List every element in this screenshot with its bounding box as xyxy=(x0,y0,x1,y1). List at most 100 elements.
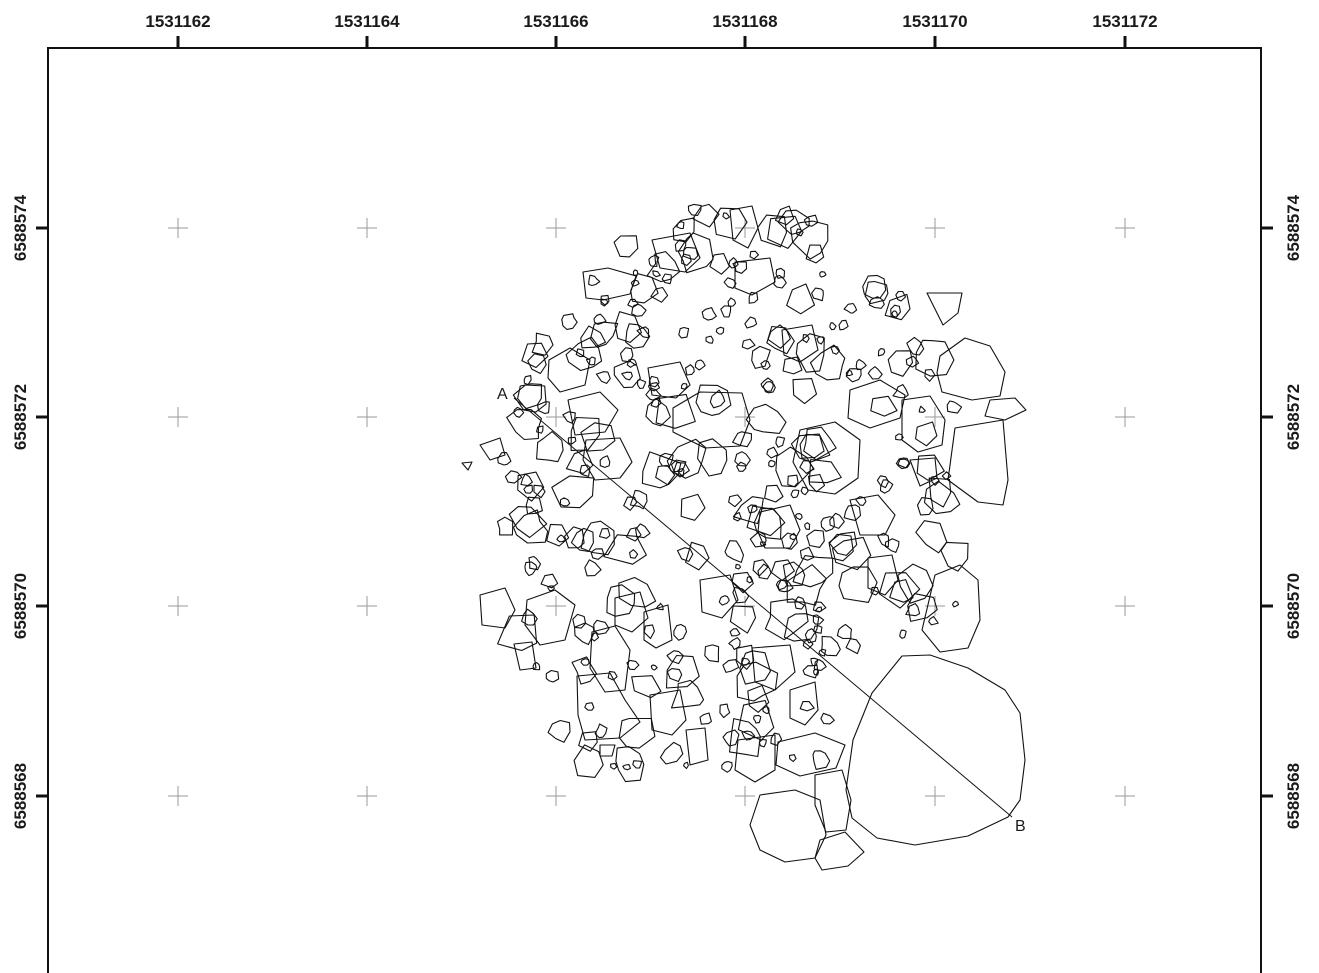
stone xyxy=(907,593,938,622)
stone xyxy=(794,513,803,521)
stone xyxy=(567,436,577,445)
small-stone-outlines xyxy=(496,203,969,783)
stone xyxy=(632,760,643,769)
y-tick-label: 6588574 xyxy=(1284,194,1303,261)
stone xyxy=(792,421,861,495)
stone xyxy=(884,538,900,553)
stone xyxy=(767,325,791,349)
stone xyxy=(599,744,616,757)
stone xyxy=(517,471,545,502)
stone xyxy=(630,273,659,304)
stone xyxy=(813,658,827,671)
stone xyxy=(792,555,834,588)
stone xyxy=(946,400,963,414)
stone xyxy=(820,712,835,725)
stone xyxy=(816,336,825,345)
stone xyxy=(623,496,638,511)
x-tick-label: 1531172 xyxy=(1092,12,1157,31)
stone xyxy=(782,561,806,587)
stone xyxy=(879,479,894,494)
stone xyxy=(924,368,936,382)
stone xyxy=(729,605,757,634)
stone xyxy=(892,384,909,399)
stone xyxy=(732,496,764,525)
stone xyxy=(533,484,546,499)
stone xyxy=(868,296,885,309)
section-line-a-b xyxy=(513,397,1013,818)
stone xyxy=(643,604,673,649)
stone xyxy=(504,470,523,484)
stone xyxy=(590,632,600,642)
stone xyxy=(524,561,538,577)
y-tick-label: 6588568 xyxy=(11,763,30,829)
y-tick-label: 6588570 xyxy=(1284,573,1303,639)
y-tick-label: 6588568 xyxy=(1284,763,1303,829)
stone xyxy=(607,670,618,681)
stone xyxy=(719,703,731,719)
stone xyxy=(559,497,571,507)
stone xyxy=(845,654,1026,846)
stone xyxy=(695,384,732,416)
stone xyxy=(582,267,637,301)
stone xyxy=(631,303,647,317)
y-tick-label: 6588572 xyxy=(1284,384,1303,450)
stone xyxy=(751,644,796,691)
stone xyxy=(915,339,955,377)
stone xyxy=(897,563,934,604)
stone xyxy=(757,214,788,248)
stone xyxy=(836,623,853,640)
stone xyxy=(803,426,837,461)
stone xyxy=(829,512,845,529)
stone xyxy=(701,307,717,321)
stone xyxy=(760,541,767,547)
stone xyxy=(709,253,730,275)
stone xyxy=(650,286,669,303)
stone xyxy=(618,717,656,749)
stone xyxy=(807,473,826,493)
stone xyxy=(573,744,604,778)
stone xyxy=(650,664,658,671)
stone xyxy=(705,335,714,344)
stone xyxy=(659,741,684,765)
stone xyxy=(777,579,794,593)
stone xyxy=(615,746,645,783)
stone xyxy=(760,377,774,392)
stone xyxy=(802,664,819,679)
stone xyxy=(537,401,550,415)
stone xyxy=(547,719,571,743)
y-tick-label: 6588570 xyxy=(11,573,30,639)
stone xyxy=(635,523,651,539)
stone xyxy=(790,220,829,260)
stone xyxy=(637,379,647,390)
stone xyxy=(479,587,516,629)
stone xyxy=(593,313,607,325)
stone xyxy=(613,360,641,389)
stone xyxy=(803,214,819,227)
stone xyxy=(666,668,683,683)
stone xyxy=(524,589,576,646)
stone xyxy=(536,431,564,463)
stone xyxy=(532,662,541,671)
stone xyxy=(800,486,809,496)
stone xyxy=(733,511,742,522)
stone xyxy=(752,559,769,577)
stone xyxy=(618,576,657,608)
stone xyxy=(684,364,695,376)
stone xyxy=(589,625,631,693)
stone xyxy=(758,738,767,748)
stone xyxy=(670,679,705,709)
stone xyxy=(820,516,835,532)
stone xyxy=(674,239,687,252)
stone xyxy=(775,267,786,279)
stone xyxy=(909,457,938,487)
stone xyxy=(655,602,664,611)
stone xyxy=(737,699,775,741)
stone xyxy=(677,232,714,274)
stone xyxy=(525,496,543,515)
stone xyxy=(736,644,755,670)
stone xyxy=(766,446,779,459)
stone xyxy=(732,587,750,604)
stone xyxy=(545,669,560,683)
stone xyxy=(627,298,639,308)
stone xyxy=(513,641,537,671)
